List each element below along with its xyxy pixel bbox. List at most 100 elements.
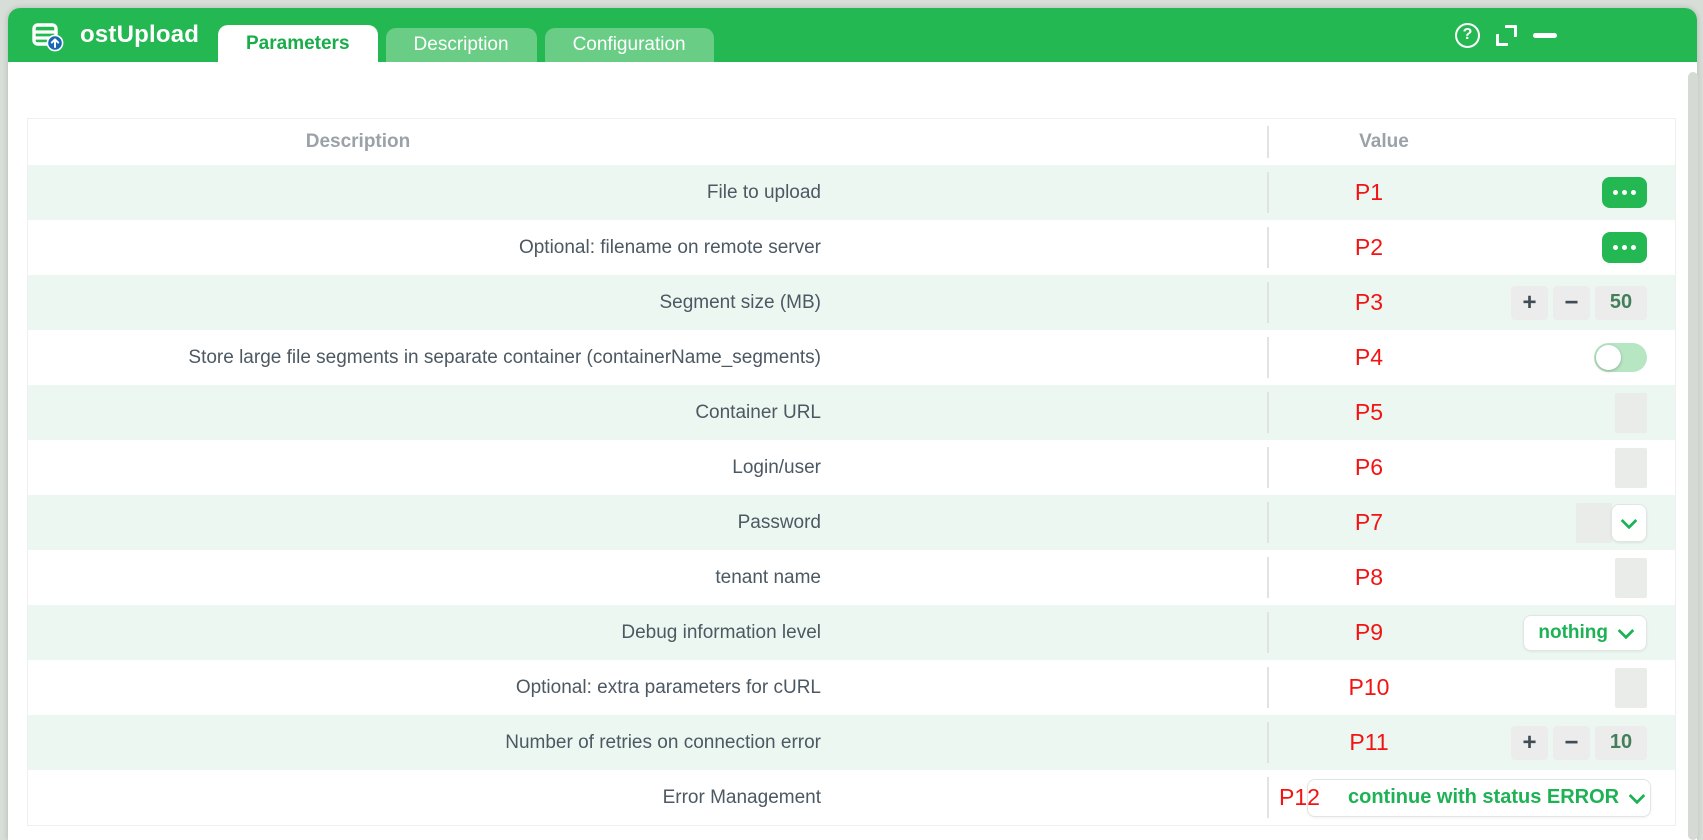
row-control: [1602, 177, 1647, 208]
chevron-down-icon: [1620, 512, 1638, 529]
row-description: tenant name: [28, 550, 1269, 605]
stepper-value[interactable]: 50: [1595, 285, 1647, 320]
column-divider: [1267, 557, 1269, 598]
row-value-cell: P11 + −10: [1269, 715, 1675, 770]
param-label: P1: [1354, 179, 1384, 205]
tab-configuration[interactable]: Configuration: [544, 28, 714, 62]
table-row: Container URL P5: [28, 385, 1675, 440]
chevron-down-icon: [1617, 622, 1635, 639]
value-input[interactable]: [1615, 557, 1647, 598]
column-divider: [1267, 722, 1269, 763]
number-stepper: + −10: [1511, 725, 1647, 760]
table-row: tenant name P8: [28, 550, 1675, 605]
row-value-cell: P2: [1269, 220, 1675, 275]
row-value-cell: P5: [1269, 385, 1675, 440]
minimize-icon[interactable]: [1533, 32, 1557, 38]
row-control: [1615, 447, 1647, 488]
column-divider: [1267, 126, 1269, 158]
row-value-cell: P4: [1269, 330, 1675, 385]
parameter-table: Description Value File to upload P1 Option…: [27, 118, 1676, 826]
param-label: P6: [1354, 454, 1384, 480]
row-value-cell: P7: [1269, 495, 1675, 550]
row-description: Optional: extra parameters for cURL: [28, 660, 1269, 715]
value-select[interactable]: nothing: [1523, 614, 1647, 651]
window-title: ostUpload: [80, 21, 200, 48]
row-value-cell: P3 + −50: [1269, 275, 1675, 330]
param-label: P4: [1354, 344, 1384, 370]
value-input[interactable]: [1576, 502, 1612, 543]
param-label: P12: [1279, 784, 1320, 810]
param-label: P8: [1354, 564, 1384, 590]
row-value-cell: P1: [1269, 165, 1675, 220]
row-control: + −10: [1511, 725, 1647, 760]
row-description: Debug information level: [28, 605, 1269, 660]
table-row: File to upload P1: [28, 165, 1675, 220]
row-value-cell: P9 nothing: [1269, 605, 1675, 660]
table-row: Store large file segments in separate co…: [28, 330, 1675, 385]
param-label: P7: [1354, 509, 1384, 535]
value-input[interactable]: [1615, 667, 1647, 708]
table-row: Debug information level P9 nothing: [28, 605, 1675, 660]
row-description: Login/user: [28, 440, 1269, 495]
table-row: Login/user P6: [28, 440, 1675, 495]
maximize-icon[interactable]: [1496, 24, 1517, 46]
ellipsis-button[interactable]: [1602, 177, 1647, 208]
row-description: Container URL: [28, 385, 1269, 440]
table-row: Optional: extra parameters for cURL P10: [28, 660, 1675, 715]
row-control: [1602, 232, 1647, 263]
increment-button[interactable]: +: [1511, 285, 1548, 320]
value-select[interactable]: continue with status ERROR: [1307, 778, 1651, 817]
decrement-button[interactable]: −: [1553, 725, 1590, 760]
column-divider: [1267, 227, 1269, 268]
table-row: Optional: filename on remote server P2: [28, 220, 1675, 275]
help-icon[interactable]: ?: [1455, 22, 1480, 48]
row-control: [1615, 557, 1647, 598]
stepper-value[interactable]: 10: [1595, 725, 1647, 760]
column-divider: [1267, 447, 1269, 488]
row-control: + −50: [1511, 285, 1647, 320]
decrement-button[interactable]: −: [1553, 285, 1590, 320]
select-value: nothing: [1538, 621, 1608, 643]
parameters-window: ostUpload Parameters Description Configura…: [8, 8, 1697, 840]
row-control: [1576, 502, 1647, 543]
row-control: continue with status ERROR: [1307, 778, 1651, 817]
table-row: Segment size (MB) P3 + −50: [28, 275, 1675, 330]
column-divider: [1267, 392, 1269, 433]
column-divider: [1267, 172, 1269, 213]
row-control: [1615, 392, 1647, 433]
row-description: Password: [28, 495, 1269, 550]
column-divider: [1267, 612, 1269, 653]
table-row: Password P7: [28, 495, 1675, 550]
param-label: P5: [1354, 399, 1384, 425]
column-divider: [1267, 667, 1269, 708]
row-value-cell: P8: [1269, 550, 1675, 605]
tab-bar: Parameters Description Configuration: [218, 25, 714, 62]
column-header-value: Value: [1359, 131, 1409, 152]
param-label: P10: [1348, 674, 1390, 700]
param-label: P3: [1354, 289, 1384, 315]
column-header-description: Description: [28, 119, 1269, 165]
param-label: P2: [1354, 234, 1384, 260]
value-input[interactable]: [1615, 392, 1647, 433]
row-description: Segment size (MB): [28, 275, 1269, 330]
row-description: Error Management: [28, 770, 1269, 825]
row-control: [1594, 343, 1647, 372]
toggle-switch[interactable]: [1594, 343, 1647, 372]
column-divider: [1267, 282, 1269, 323]
row-control: nothing: [1523, 614, 1647, 651]
vertical-scrollbar[interactable]: [1688, 72, 1698, 840]
select-value: continue with status ERROR: [1348, 786, 1620, 808]
row-value-cell: P12 continue with status ERROR: [1269, 770, 1675, 825]
table-row: Error Management P12 continue with status …: [28, 770, 1675, 825]
toggle-knob: [1596, 345, 1621, 370]
increment-button[interactable]: +: [1511, 725, 1548, 760]
param-label: P11: [1349, 729, 1389, 755]
value-input[interactable]: [1615, 447, 1647, 488]
window-titlebar: ostUpload Parameters Description Configura…: [8, 8, 1697, 62]
ellipsis-button[interactable]: [1602, 232, 1647, 263]
tab-description[interactable]: Description: [385, 28, 537, 62]
row-description: Number of retries on connection error: [28, 715, 1269, 770]
tab-parameters[interactable]: Parameters: [218, 25, 378, 62]
number-stepper: + −50: [1511, 285, 1647, 320]
dropdown-button[interactable]: [1611, 503, 1647, 542]
